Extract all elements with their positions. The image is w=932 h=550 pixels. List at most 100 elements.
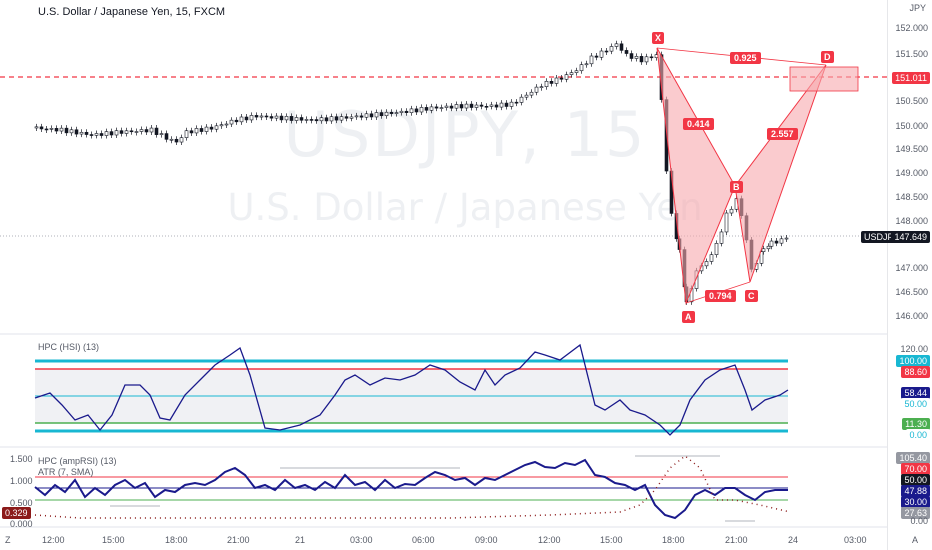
candle-body — [104, 131, 109, 136]
time-label: 03:00 — [844, 535, 867, 545]
candle-body — [139, 129, 144, 132]
candle-body — [574, 70, 579, 73]
candle-body — [159, 133, 164, 135]
candle-body — [89, 134, 94, 136]
candle-body — [709, 254, 714, 262]
symbol-watermark: USDJPY, 15 — [283, 98, 647, 171]
price-tick: 149.000 — [895, 168, 928, 178]
candle-body — [374, 112, 379, 118]
candle-body — [464, 103, 469, 109]
pattern-point-b: B — [730, 181, 743, 193]
price-tick: 148.500 — [895, 192, 928, 202]
candle-body — [289, 116, 294, 121]
ratio-xd: 0.925 — [730, 52, 761, 64]
candle-body — [774, 240, 779, 244]
hsi-tag-upper: 100.00 — [896, 355, 930, 367]
candle-body — [304, 119, 309, 121]
time-label: 21 — [295, 535, 306, 545]
candle-body — [84, 131, 89, 135]
candle-body — [564, 74, 569, 80]
last-price-tag: 147.649 — [891, 231, 930, 243]
candle-body — [169, 138, 174, 141]
hsi-panel — [34, 343, 789, 436]
hsi-tag-overbought: 88.60 — [901, 366, 930, 378]
candle-body — [319, 117, 324, 122]
candle-body — [644, 56, 649, 63]
candle-body — [629, 53, 634, 59]
candle-body — [539, 86, 544, 88]
candle-body — [614, 43, 619, 47]
candle-body — [761, 248, 766, 252]
candle-body — [359, 115, 364, 118]
time-label: 09:00 — [475, 535, 498, 545]
candle-body — [224, 123, 229, 126]
auto-scale-button[interactable]: A — [912, 535, 919, 545]
candle-body — [439, 107, 444, 109]
candle-body — [199, 128, 204, 132]
candle-body — [554, 77, 559, 84]
atr-label[interactable]: ATR (7, SMA) — [38, 467, 94, 477]
amprsi-tag: 105.40 — [896, 452, 930, 464]
candle-body — [504, 102, 509, 107]
amprsi-label[interactable]: HPC (ampRSI) (13) — [38, 456, 117, 466]
time-axis[interactable] — [0, 528, 888, 550]
candle-body — [134, 131, 139, 133]
candle-body — [279, 115, 284, 121]
candle-body — [229, 119, 234, 125]
time-label: 12:00 — [538, 535, 561, 545]
time-label: 24 — [788, 535, 799, 545]
hsi-tag-lower: 0.00 — [906, 429, 930, 441]
candle-body — [469, 103, 474, 108]
candle-body — [384, 111, 389, 117]
candle-body — [49, 128, 54, 130]
hsi-label[interactable]: HPC (HSI) (13) — [38, 342, 100, 352]
candle-body — [534, 86, 539, 93]
candle-body — [249, 115, 254, 121]
timezone-button[interactable]: Z — [5, 535, 11, 545]
candle-body — [594, 55, 599, 58]
candle-body — [274, 115, 279, 119]
left-axis-tick: 0.500 — [10, 498, 33, 508]
price-tick: 150.500 — [895, 96, 928, 106]
candle-body — [514, 101, 519, 104]
candle-body — [414, 108, 419, 113]
candle-body — [59, 127, 64, 132]
harmonic-pattern[interactable] — [656, 47, 859, 305]
candle-body — [599, 50, 604, 58]
candle-body — [449, 105, 454, 109]
candle-body — [484, 105, 489, 108]
amprsi-tag: 27.63 — [901, 507, 930, 519]
pattern-point-a: A — [682, 311, 695, 323]
candle-body — [194, 128, 199, 134]
candle-body — [399, 110, 404, 113]
hsi-tag-oversold: 11.30 — [902, 418, 930, 430]
amprsi-panel — [34, 455, 791, 522]
time-label: 21:00 — [725, 535, 748, 545]
candle-body — [124, 130, 129, 134]
price-tick: 147.000 — [895, 263, 928, 273]
candle-body — [69, 129, 74, 134]
time-label: 03:00 — [350, 535, 373, 545]
candle-body — [444, 105, 449, 108]
candle-body — [519, 96, 524, 103]
candle-body — [269, 116, 274, 119]
amprsi-tag: 47.88 — [901, 485, 930, 497]
ratio-xb: 0.414 — [683, 118, 714, 130]
candlestick-series[interactable] — [34, 40, 789, 305]
candle-body — [239, 116, 244, 123]
candle-body — [784, 237, 789, 240]
candle-body — [619, 43, 624, 51]
candle-body — [174, 138, 179, 143]
candle-body — [349, 116, 354, 119]
candle-body — [294, 117, 299, 121]
ratio-ac: 0.794 — [705, 290, 736, 302]
candle-body — [179, 137, 184, 143]
candle-body — [584, 63, 589, 66]
candle-body — [769, 240, 774, 247]
time-label: 18:00 — [165, 535, 188, 545]
time-label: 12:00 — [42, 535, 65, 545]
candle-body — [624, 50, 629, 54]
candle-body — [649, 56, 654, 59]
candle-body — [724, 212, 729, 233]
candle-body — [209, 126, 214, 130]
